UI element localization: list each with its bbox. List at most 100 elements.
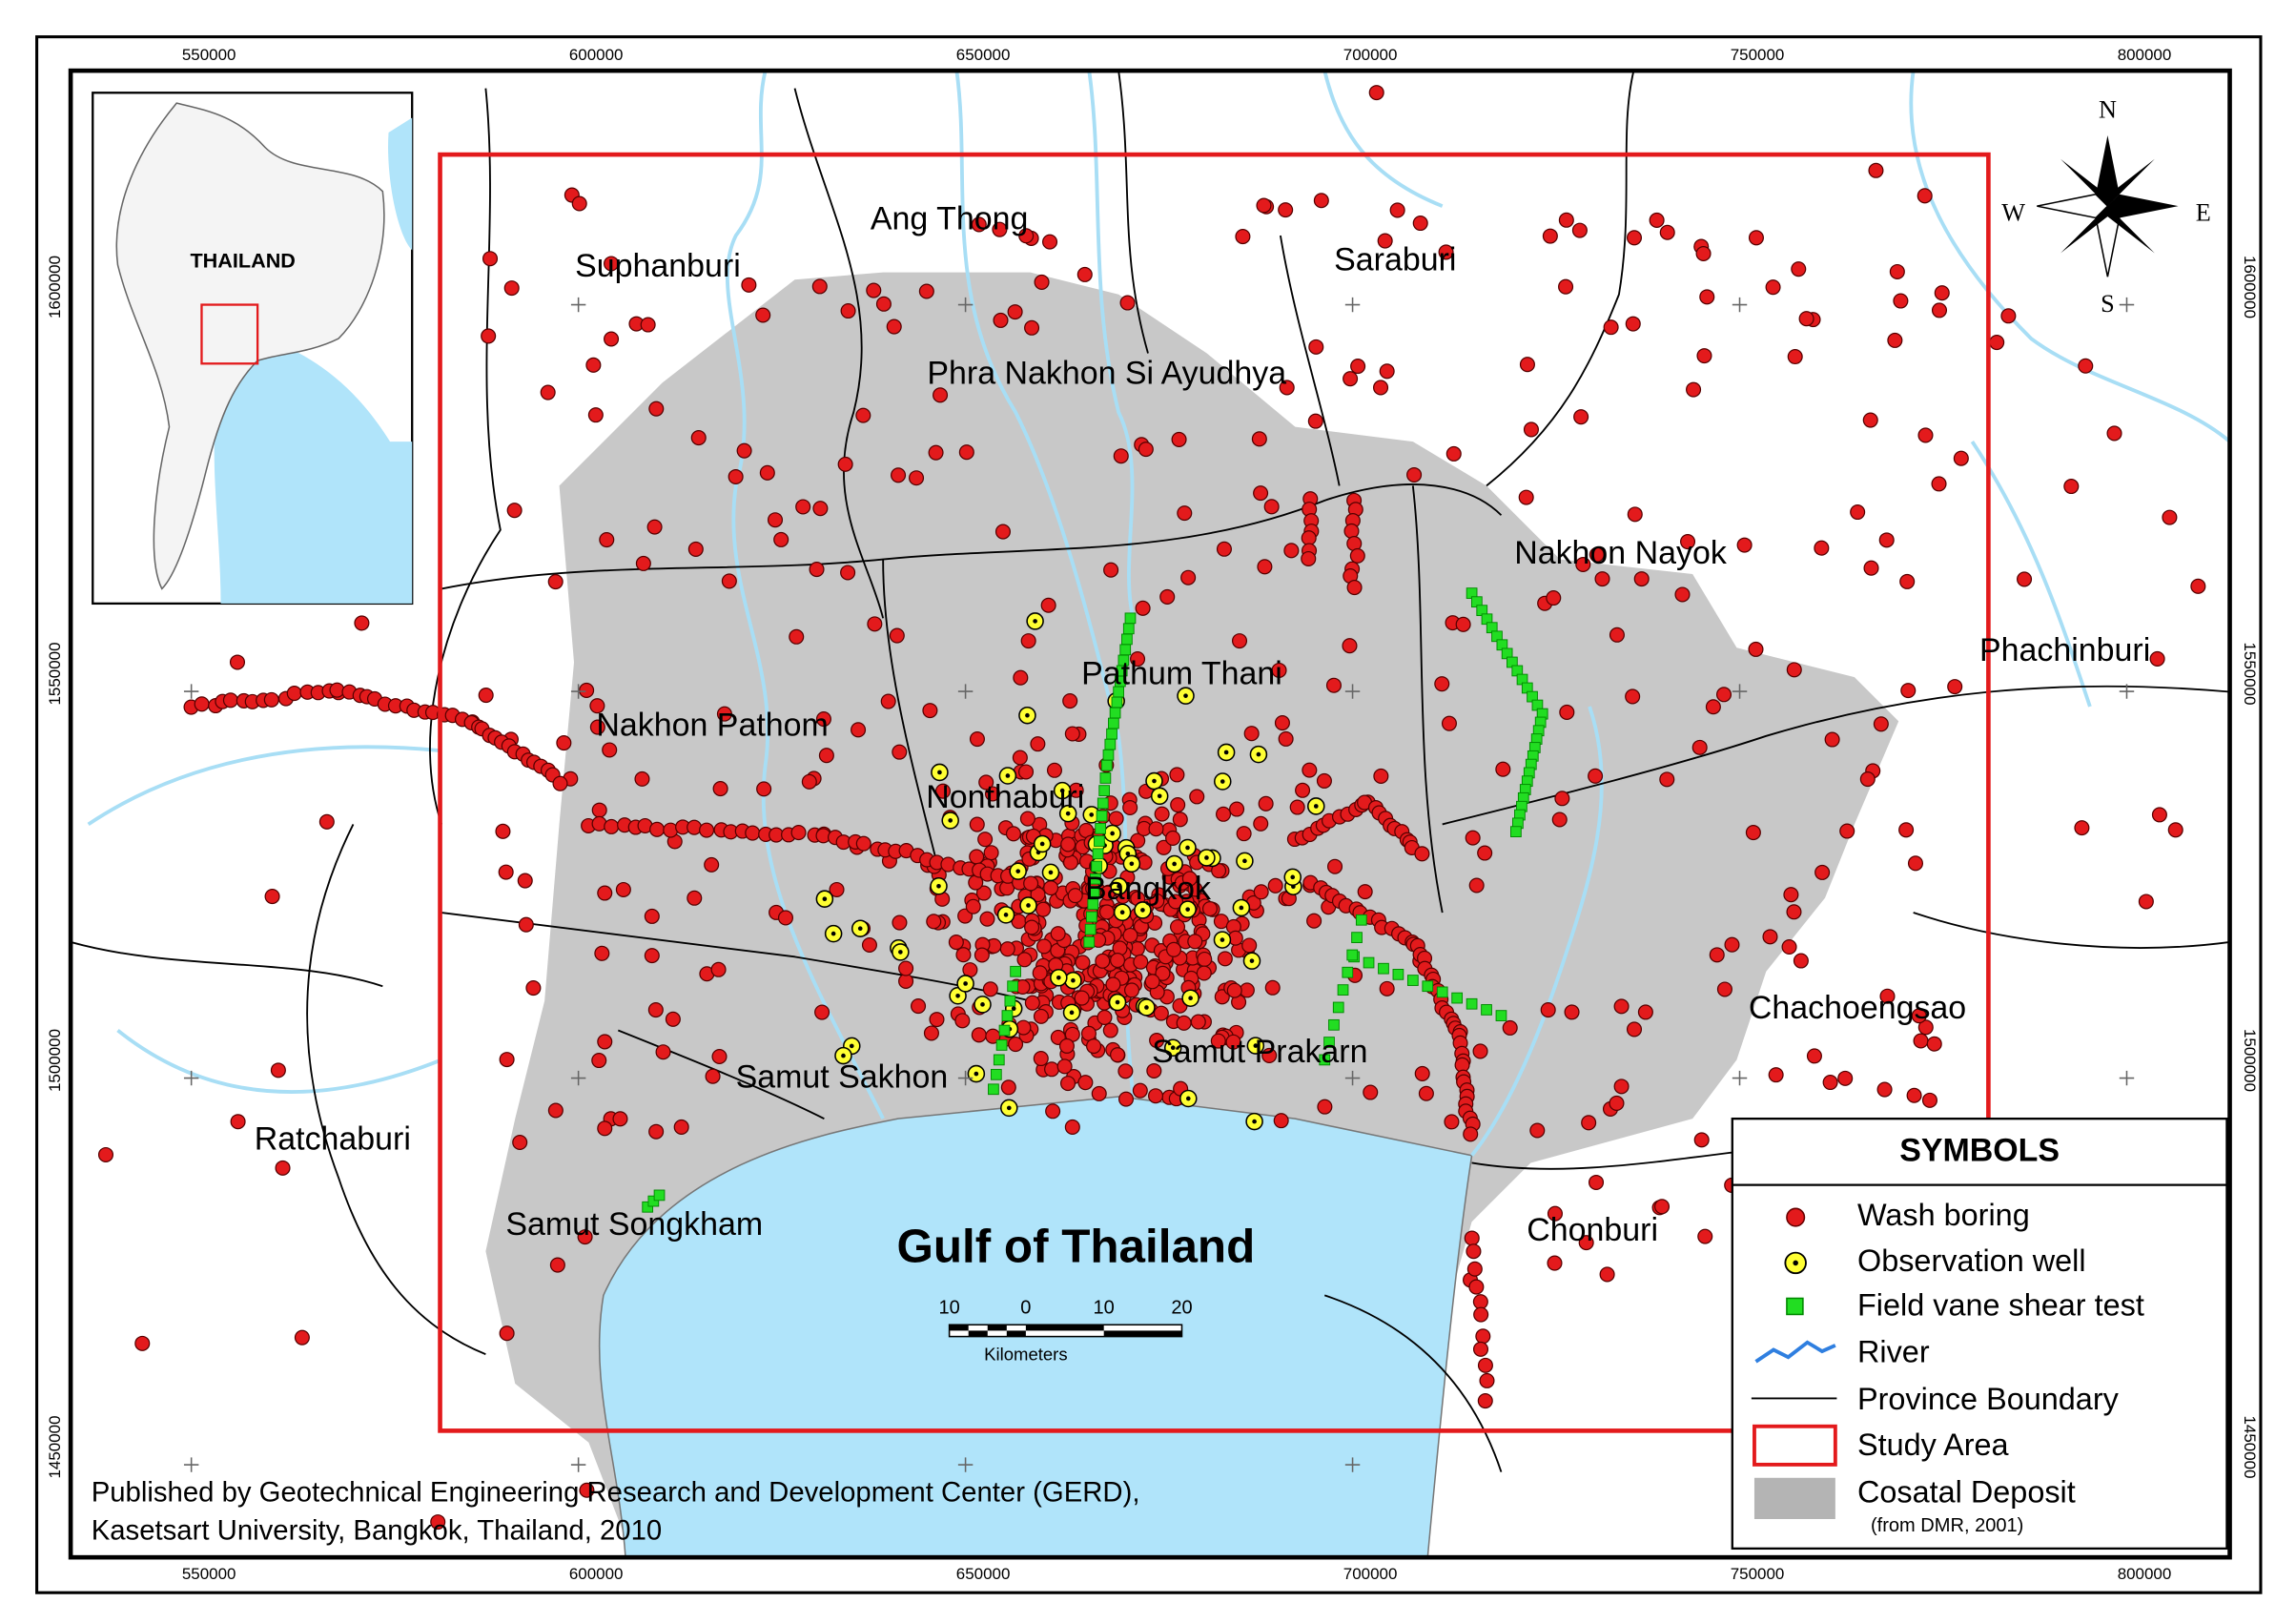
wash-boring [969, 816, 985, 832]
wash-boring [1603, 319, 1619, 336]
y-coordinate-label: 1550000 [2241, 642, 2259, 705]
wash-boring [1691, 739, 1708, 755]
wash-boring [994, 524, 1011, 540]
wash-boring [789, 628, 805, 645]
compass-point [2060, 158, 2114, 207]
observation-well-center [830, 931, 836, 936]
wash-boring [1876, 1081, 1893, 1098]
wash-boring [1502, 1019, 1518, 1036]
observation-well-center [1144, 1005, 1149, 1010]
grid-cross [1344, 1070, 1361, 1086]
wash-boring [1357, 884, 1373, 900]
grid-cross [957, 684, 974, 699]
wash-boring [1783, 887, 1799, 903]
wash-boring [1024, 919, 1040, 935]
wash-boring [1267, 877, 1283, 894]
wash-boring [229, 654, 246, 670]
wash-boring [1258, 795, 1274, 812]
legend-label: Wash boring [1857, 1198, 2030, 1232]
wash-boring [1217, 951, 1233, 967]
observation-well-center [1170, 1045, 1176, 1051]
field-vane-test [1100, 759, 1113, 771]
study-area [438, 152, 1991, 1433]
wash-boring [1468, 877, 1485, 894]
wash-boring [1466, 1243, 1482, 1260]
wash-boring [1893, 293, 1909, 309]
wash-boring [892, 744, 908, 760]
wash-boring [1040, 597, 1056, 613]
wash-boring [1697, 1228, 1713, 1244]
legend-note: (from DMR, 2001) [1871, 1515, 2023, 1536]
field-vane-test [1083, 936, 1096, 948]
field-vane-test [1092, 848, 1104, 860]
inset-sea [214, 339, 413, 604]
observation-well-center [1115, 999, 1120, 1005]
observation-well-center [1188, 996, 1193, 1001]
wash-boring [1155, 965, 1171, 981]
wash-boring [635, 555, 651, 571]
wash-boring [615, 881, 631, 897]
field-vane-test [1319, 1054, 1331, 1066]
observation-well-center [936, 883, 941, 889]
wash-boring [736, 442, 752, 459]
wash-boring [517, 873, 533, 889]
wash-boring [482, 251, 499, 267]
grid-cross [957, 297, 974, 313]
wash-boring [1117, 1063, 1134, 1079]
wash-boring [1102, 1022, 1118, 1038]
wash-boring [430, 1514, 446, 1531]
wash-boring [1075, 955, 1091, 971]
wash-boring [1024, 995, 1040, 1011]
wash-boring [1043, 880, 1059, 896]
wash-boring [1086, 1038, 1102, 1055]
wash-boring [1197, 951, 1213, 968]
wash-boring [1588, 1174, 1605, 1191]
wash-boring [1989, 335, 2005, 351]
wash-boring [644, 948, 660, 964]
grid-crosses [183, 297, 2135, 1472]
wash-boring [1042, 234, 1058, 250]
wash-boring [1122, 927, 1138, 943]
wash-boring [1306, 913, 1322, 929]
observation-well-center [857, 926, 863, 932]
wash-boring [1064, 726, 1080, 742]
wash-boring [1216, 541, 1232, 557]
wash-boring [599, 532, 615, 548]
observation-well-center [1069, 1010, 1075, 1016]
x-coordinate-label: 650000 [956, 46, 1011, 64]
grid-cross [570, 297, 586, 313]
wash-boring [518, 916, 534, 933]
wash-boring [1035, 938, 1053, 955]
grid-cross [1732, 297, 1748, 313]
wash-boring [604, 256, 620, 272]
wash-boring [926, 914, 942, 930]
place-label: Samut Songkham [505, 1206, 763, 1243]
field-vane-test [1495, 1010, 1507, 1021]
wash-boring [809, 562, 825, 578]
wash-boring [1159, 588, 1176, 605]
observation-well-center [1059, 788, 1065, 793]
wash-boring [1253, 485, 1269, 502]
wash-boring [1023, 875, 1039, 892]
wash-boring [540, 384, 556, 401]
observation-well-center [1152, 778, 1157, 784]
wash-boring [1271, 662, 1287, 678]
wash-boring [1077, 1075, 1094, 1091]
field-vane-test [1355, 914, 1367, 926]
wash-boring [705, 1068, 721, 1084]
wash-boring [1765, 279, 1781, 296]
wash-boring [1907, 855, 1924, 872]
legend-symbol [1754, 1340, 1836, 1364]
observation-well-center [1239, 905, 1244, 911]
wash-boring [1000, 1079, 1016, 1096]
field-vane-test [1088, 886, 1100, 897]
wash-boring [1479, 1372, 1495, 1388]
field-vane-test [1099, 772, 1112, 784]
place-label: Chonburi [1527, 1212, 1658, 1248]
wash-boring [975, 885, 992, 901]
wash-boring [1637, 1004, 1653, 1020]
field-vane-test [1004, 995, 1016, 1007]
credit-line: Published by Geotechnical Engineering Re… [92, 1477, 1140, 1509]
legend: SYMBOLS (from DMR, 2001) [1731, 1117, 2228, 1551]
wash-boring [1551, 812, 1568, 828]
